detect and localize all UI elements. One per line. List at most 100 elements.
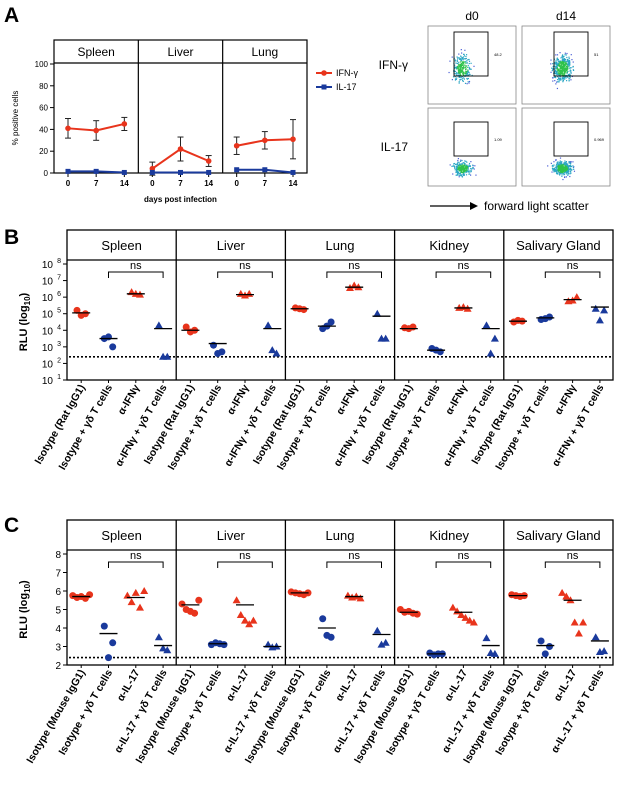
event-dot — [555, 73, 557, 75]
event-dot — [459, 79, 461, 81]
event-dot — [555, 63, 557, 65]
y-tick-label: 0 — [44, 169, 49, 178]
event-dot — [463, 172, 465, 174]
event-dot — [461, 168, 463, 170]
event-dot — [458, 161, 460, 163]
event-dot — [454, 166, 456, 169]
event-dot — [570, 70, 572, 72]
event-dot — [560, 164, 562, 166]
event-dot — [552, 165, 554, 168]
event-dot — [563, 61, 565, 63]
arrow-head — [470, 202, 478, 210]
gate-percentage: 1.09 — [494, 137, 503, 142]
flow-plot — [521, 107, 611, 187]
event-dot — [459, 164, 461, 166]
event-dot — [561, 67, 563, 69]
event-dot — [459, 58, 461, 60]
data-point — [373, 626, 382, 634]
event-dot — [562, 78, 564, 80]
event-dot — [559, 161, 562, 163]
significance-bracket — [326, 271, 382, 278]
event-dot — [467, 166, 469, 168]
event-dot — [564, 76, 566, 78]
x-tick-label: 7 — [178, 179, 183, 188]
y-tick-label-exponent: 1 — [57, 374, 61, 381]
event-dot — [570, 71, 572, 74]
event-dot — [564, 78, 566, 80]
event-dot — [452, 76, 455, 78]
facet-title: Lung — [326, 238, 355, 253]
event-dot — [554, 166, 556, 169]
data-point — [81, 310, 89, 318]
event-dot — [464, 73, 466, 75]
event-dot — [559, 172, 561, 174]
x-tick-label: 7 — [263, 179, 268, 188]
event-dot — [570, 165, 573, 168]
event-dot — [567, 64, 569, 66]
event-dot — [468, 165, 470, 168]
event-dot — [563, 64, 565, 66]
event-dot — [568, 57, 570, 60]
event-dot — [463, 77, 465, 79]
event-dot — [561, 68, 563, 70]
data-point — [104, 654, 112, 662]
event-dot — [458, 68, 460, 70]
event-dot — [553, 167, 556, 170]
event-dot — [565, 166, 567, 169]
event-dot — [558, 171, 560, 174]
data-point — [149, 169, 155, 175]
event-dot — [457, 74, 459, 76]
event-dot — [566, 164, 568, 166]
event-dot — [567, 73, 570, 76]
y-tick-label: 10 — [42, 310, 54, 321]
event-dot — [458, 69, 460, 71]
event-dot — [455, 174, 457, 176]
event-dot — [448, 71, 450, 74]
event-dot — [565, 162, 568, 164]
event-dot — [564, 64, 566, 66]
event-dot — [462, 61, 465, 63]
event-dot — [554, 63, 556, 65]
event-dot — [557, 168, 560, 171]
event-dot — [468, 62, 470, 65]
event-dot — [456, 166, 458, 168]
event-dot — [565, 167, 568, 170]
facet-title: Liver — [217, 528, 246, 543]
event-dot — [572, 69, 574, 71]
event-dot — [456, 168, 458, 170]
event-dot — [463, 78, 466, 80]
event-dot — [461, 166, 463, 169]
event-dot — [464, 168, 466, 170]
event-dot — [564, 166, 566, 169]
event-dot — [556, 168, 558, 170]
panel-label: C — [4, 514, 19, 537]
x-tick-label: α-IL-17 + γδ T cells — [549, 667, 607, 755]
event-dot — [570, 169, 572, 172]
event-dot — [456, 166, 458, 168]
event-dot — [558, 169, 561, 171]
event-dot — [569, 161, 571, 163]
event-dot — [557, 67, 559, 70]
data-point — [436, 348, 444, 356]
event-dot — [557, 81, 559, 83]
event-dot — [573, 168, 575, 170]
event-dot — [457, 72, 459, 75]
event-dot — [466, 169, 468, 171]
event-dot — [569, 167, 572, 169]
data-point — [232, 596, 241, 604]
event-dot — [557, 58, 560, 61]
event-dot — [463, 67, 465, 69]
event-dot — [561, 164, 563, 167]
event-dot — [568, 79, 570, 81]
event-dot — [562, 170, 564, 172]
event-dot — [557, 167, 560, 169]
event-dot — [456, 62, 458, 64]
data-point — [482, 321, 491, 329]
event-dot — [570, 168, 572, 170]
x-tick-label: α-IFNγ — [116, 382, 143, 416]
event-dot — [463, 168, 465, 170]
y-tick-label: 10 — [42, 277, 54, 288]
event-dot — [449, 164, 451, 166]
event-dot — [458, 169, 460, 171]
